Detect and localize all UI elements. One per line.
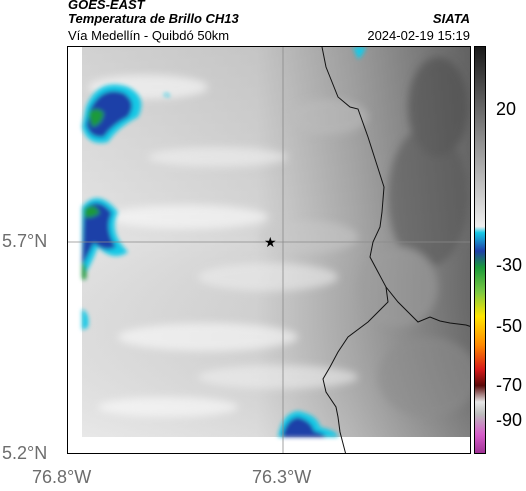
colorbar-tick-minus70: -70 bbox=[496, 375, 523, 395]
lon-tick-76.8: 76.8°W bbox=[32, 467, 92, 487]
cloud-tops bbox=[82, 47, 366, 437]
header-timestamp: 2024-02-19 15:19 bbox=[367, 28, 470, 43]
colorbar bbox=[474, 46, 486, 454]
lat-tick-5.2: 5.2°N bbox=[2, 443, 48, 463]
header-route: Vía Medellín - Quibdó 50km bbox=[68, 28, 230, 43]
header-title: Temperatura de Brillo CH13 bbox=[68, 11, 239, 26]
colorbar-tick-minus50: -50 bbox=[496, 316, 523, 336]
header-source: SIATA bbox=[432, 11, 470, 26]
colorbar-tick-minus90: -90 bbox=[496, 410, 523, 430]
header-line1: GOES-EAST bbox=[68, 0, 145, 12]
lon-tick-76.3: 76.3°W bbox=[252, 467, 312, 487]
colorbar-tick-20: 20 bbox=[496, 99, 517, 119]
lat-tick-5.7: 5.7°N bbox=[2, 231, 48, 251]
star-marker-icon: ★ bbox=[264, 235, 277, 251]
colorbar-tick-minus30: -30 bbox=[496, 255, 523, 275]
satellite-map: ★ bbox=[67, 46, 471, 454]
admin-border bbox=[321, 47, 470, 327]
map-image: ★ bbox=[68, 47, 470, 453]
colorbar-ramp bbox=[475, 47, 485, 453]
admin-border-south bbox=[322, 286, 389, 453]
